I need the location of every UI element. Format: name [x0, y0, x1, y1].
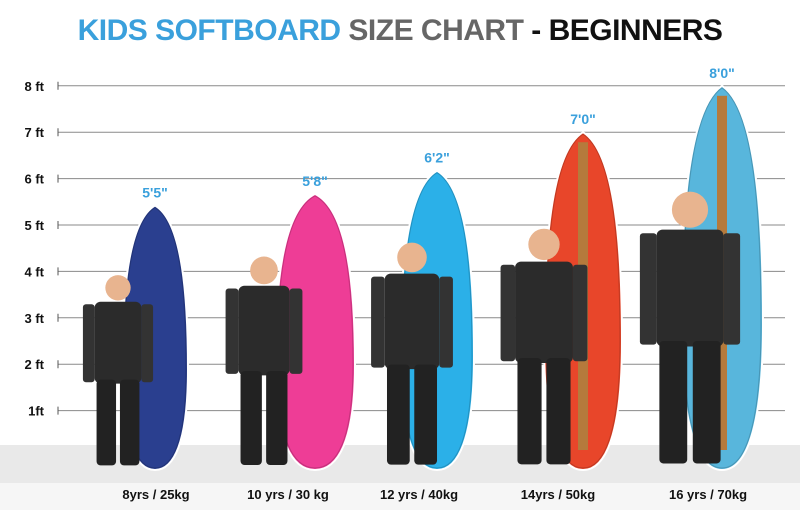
chart-title: KIDS SOFTBOARD SIZE CHART - BEGINNERS	[0, 14, 800, 48]
y-tick-label: 5 ft	[25, 218, 45, 233]
board-size-label: 6'2"	[424, 150, 450, 166]
kid-arm	[639, 233, 657, 345]
board-size-label: 7'0"	[570, 111, 596, 127]
kid-leg	[546, 358, 571, 465]
kid-leg	[414, 364, 438, 465]
kid-leg	[517, 358, 542, 465]
kid-arm	[371, 276, 385, 368]
kid-leg	[266, 371, 288, 465]
y-tick-label: 1ft	[28, 404, 45, 419]
board-size-label: 5'8"	[302, 173, 328, 189]
kid-torso	[384, 273, 440, 370]
kid-leg	[119, 379, 140, 466]
category-label: 16 yrs / 70kg	[669, 487, 747, 502]
board-group	[273, 192, 357, 472]
kid-head	[528, 228, 560, 261]
kid-arm	[289, 288, 303, 374]
category-label: 12 yrs / 40kg	[380, 487, 458, 502]
kid-torso	[515, 261, 573, 363]
kid-torso	[94, 301, 142, 384]
title-part-kids-softboard: KIDS SOFTBOARD	[77, 14, 342, 47]
kid-arm	[225, 288, 239, 374]
kid-arm	[500, 264, 516, 362]
floor-front	[0, 483, 800, 510]
kid-arm	[723, 233, 741, 345]
kid-head	[250, 256, 278, 285]
board-size-label: 5'5"	[142, 185, 168, 201]
kid-arm	[82, 304, 95, 383]
kid-arm	[572, 264, 588, 362]
y-tick-label: 7 ft	[25, 125, 45, 140]
kid-figure	[82, 275, 154, 466]
kid-leg	[659, 340, 688, 464]
kid-torso	[656, 229, 724, 347]
kid-leg	[386, 364, 410, 465]
kid-head	[105, 275, 131, 301]
kid-leg	[96, 379, 117, 466]
y-tick-label: 6 ft	[25, 172, 45, 187]
category-label: 10 yrs / 30 kg	[247, 487, 329, 502]
kid-leg	[240, 371, 262, 465]
kid-leg	[692, 340, 721, 464]
title-part-beginners: - BEGINNERS	[531, 14, 723, 47]
kid-head	[671, 191, 709, 228]
board-size-label: 8'0"	[709, 65, 735, 81]
category-label: 8yrs / 25kg	[122, 487, 189, 502]
y-tick-label: 4 ft	[25, 264, 45, 279]
category-label: 14yrs / 50kg	[521, 487, 596, 502]
kid-figure	[500, 228, 588, 465]
y-tick-label: 2 ft	[25, 357, 45, 372]
kid-figure	[639, 191, 741, 464]
y-tick-label: 3 ft	[25, 311, 45, 326]
kid-torso	[238, 285, 290, 376]
kid-arm	[439, 276, 453, 368]
y-tick-label: 8 ft	[25, 79, 45, 94]
kid-figure	[371, 242, 453, 465]
kid-arm	[141, 304, 154, 383]
kid-head	[397, 242, 427, 273]
title-part-size-chart: SIZE CHART	[348, 14, 524, 47]
kid-figure	[225, 256, 303, 465]
